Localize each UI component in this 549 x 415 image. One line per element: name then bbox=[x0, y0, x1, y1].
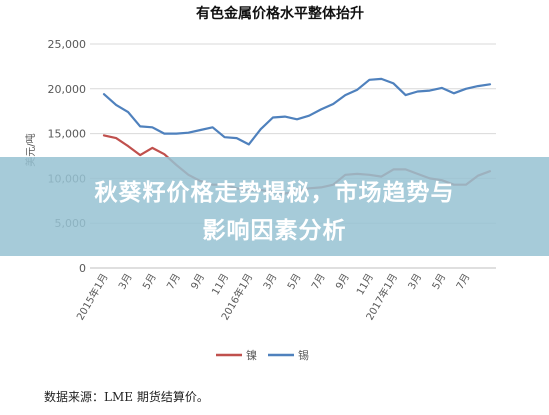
data-source-note: 数据来源：LME 期货结算价。 bbox=[44, 390, 209, 404]
x-tick-label: 3月 bbox=[116, 272, 135, 292]
x-tick-label: 7月 bbox=[454, 272, 473, 292]
x-tick-label: 11月 bbox=[209, 272, 231, 298]
x-tick-label: 9月 bbox=[333, 272, 352, 292]
x-tick-label: 2015年1月 bbox=[73, 271, 110, 322]
x-tick-label: 3月 bbox=[261, 272, 280, 292]
x-tick-label: 5月 bbox=[285, 272, 304, 292]
legend: 镍锡 bbox=[216, 348, 309, 362]
chart-title: 有色金属价格水平整体抬升 bbox=[196, 5, 364, 22]
y-tick-label: 0 bbox=[79, 262, 86, 275]
x-tick-label: 9月 bbox=[189, 272, 208, 292]
y-tick-label: 15,000 bbox=[48, 128, 87, 141]
series-line-锡 bbox=[102, 77, 492, 146]
banner-line-1: 秋葵籽价格走势揭秘，市场趋势与 bbox=[94, 180, 455, 206]
x-tick-label: 7月 bbox=[309, 272, 328, 292]
y-tick-label: 25,000 bbox=[48, 38, 87, 51]
x-tick-label: 5月 bbox=[140, 272, 159, 292]
overlay-banner: 秋葵籽价格走势揭秘，市场趋势与 影响因素分析 bbox=[0, 157, 549, 256]
x-tick-label: 7月 bbox=[164, 272, 183, 292]
legend-label: 锡 bbox=[298, 348, 309, 362]
legend-label: 镍 bbox=[246, 348, 257, 362]
y-tick-label: 20,000 bbox=[48, 83, 87, 96]
banner-line-2: 影响因素分析 bbox=[202, 218, 347, 244]
x-tick-label: 5月 bbox=[430, 272, 449, 292]
x-tick-label: 11月 bbox=[354, 272, 376, 298]
x-tick-label: 3月 bbox=[406, 272, 425, 292]
